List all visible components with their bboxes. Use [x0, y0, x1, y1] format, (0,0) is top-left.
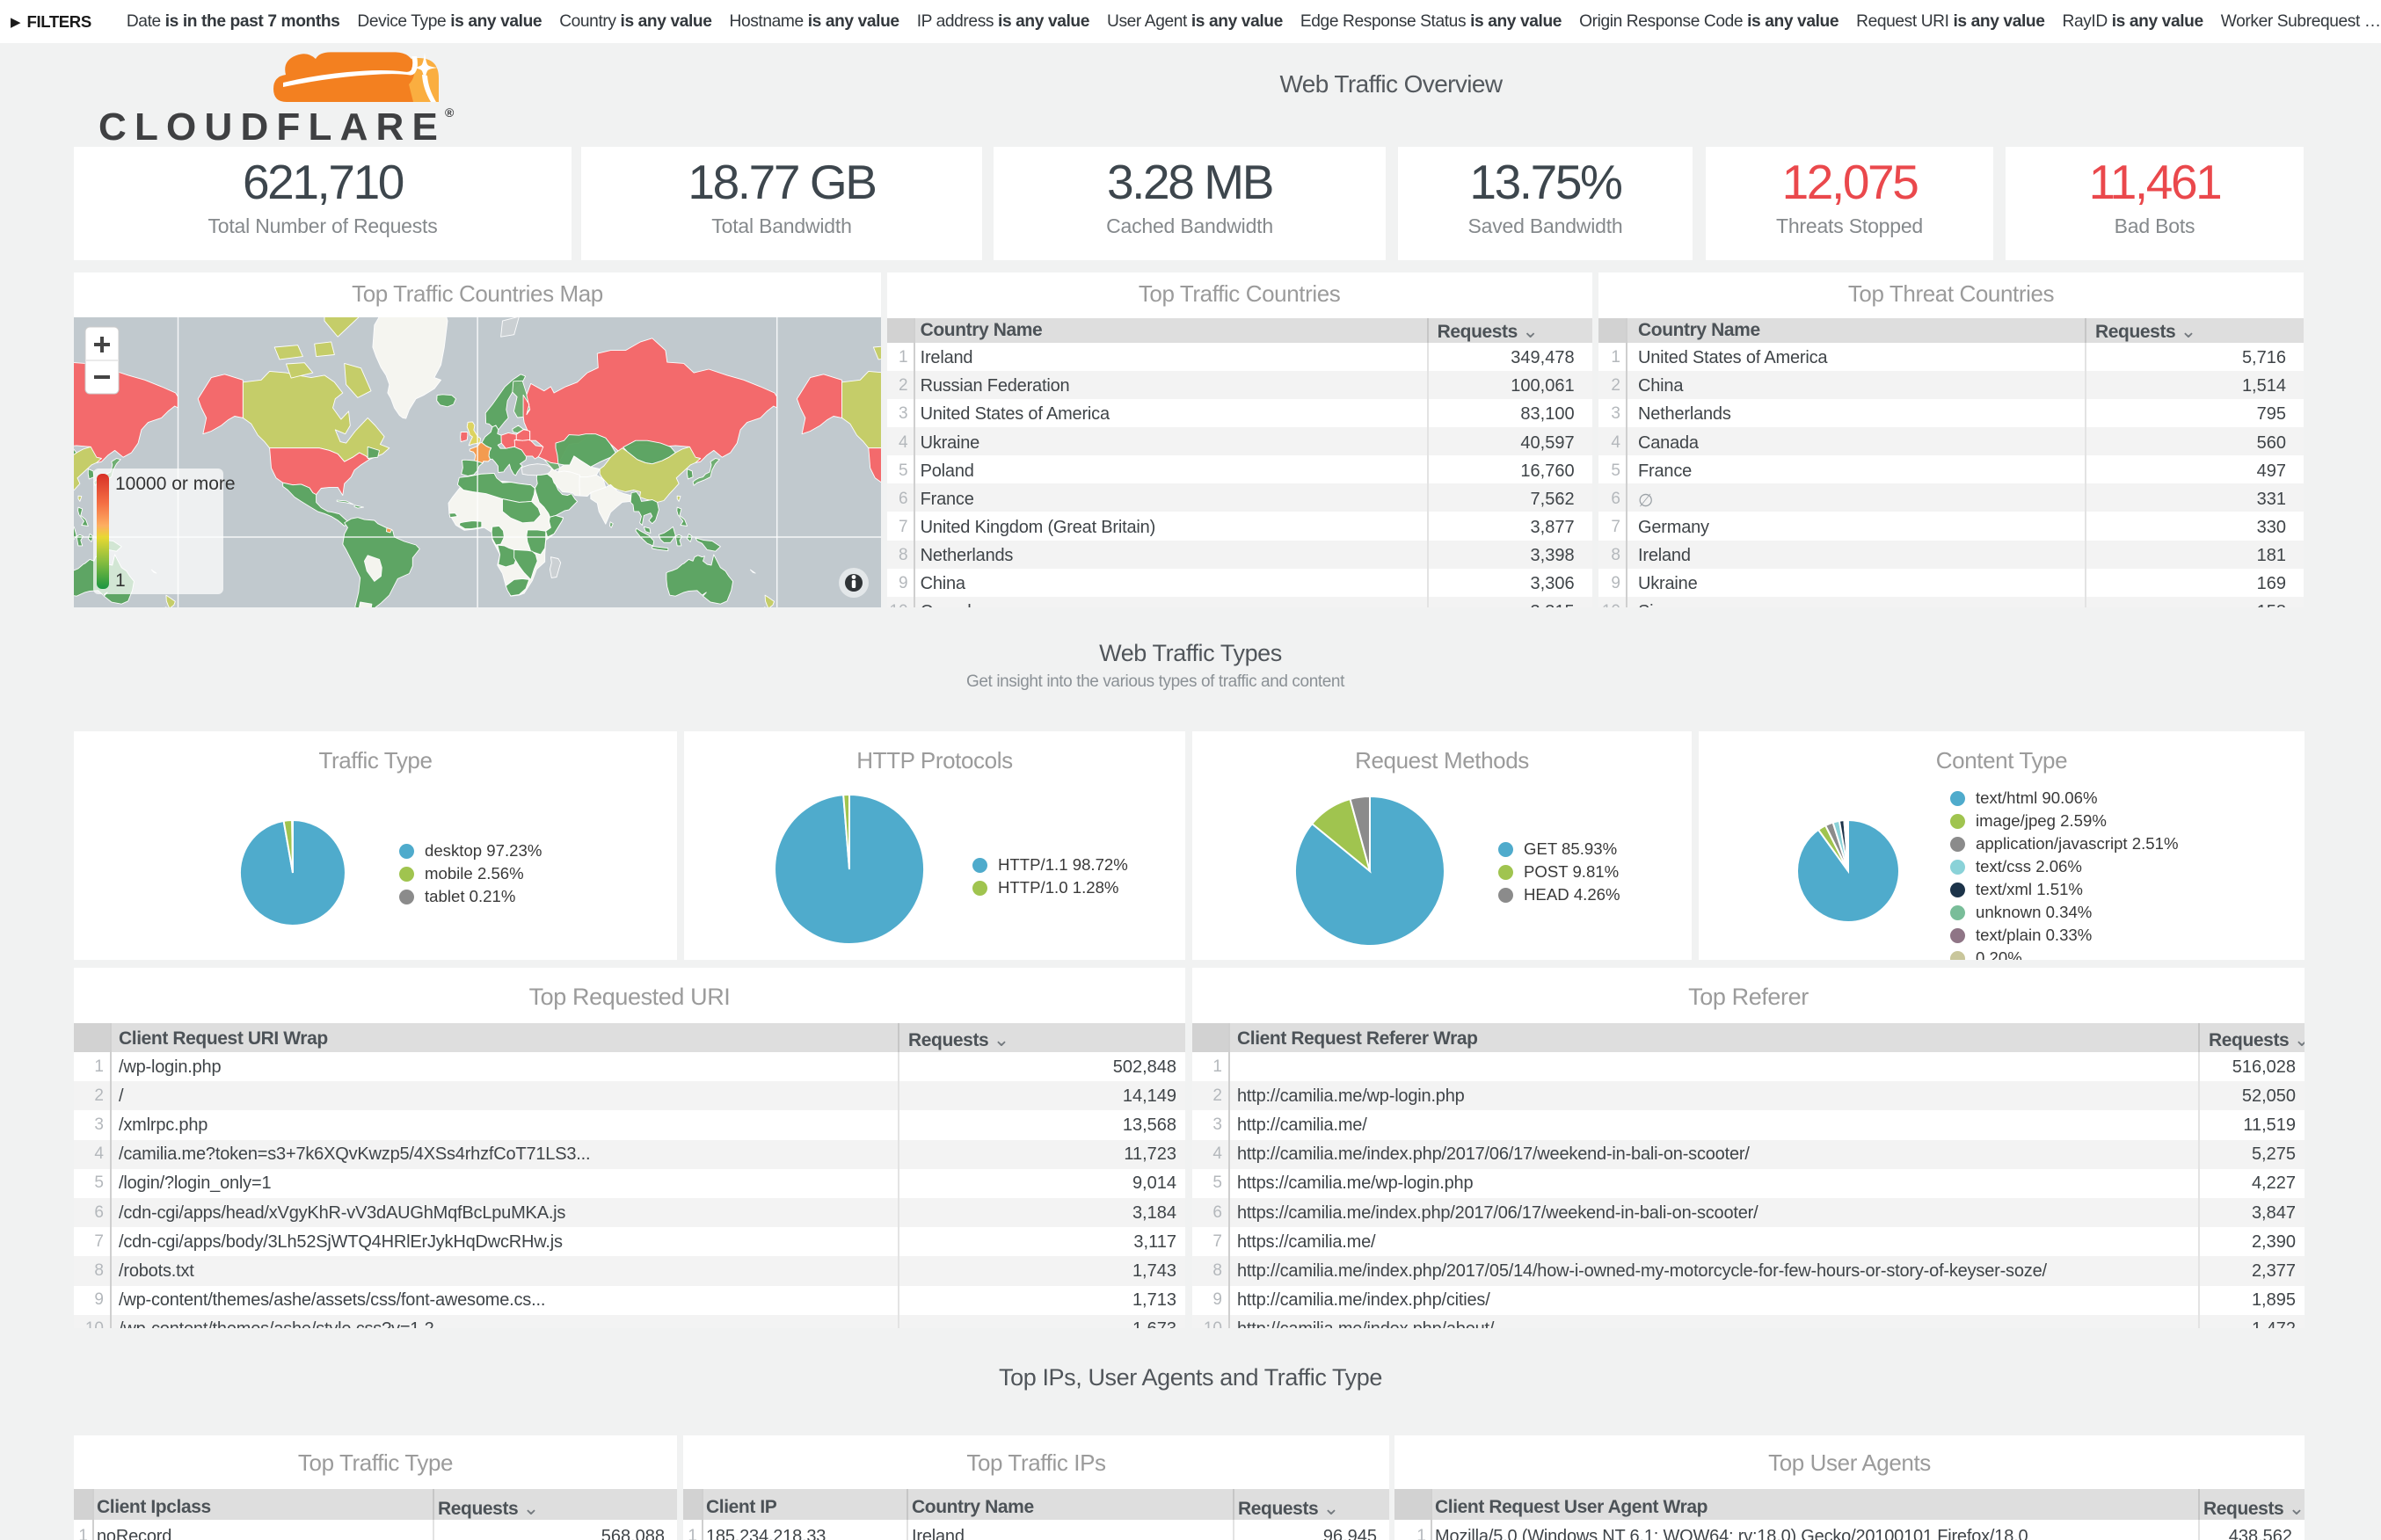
- svg-text:10000 or more: 10000 or more: [115, 474, 236, 494]
- svg-text:1: 1: [115, 570, 126, 591]
